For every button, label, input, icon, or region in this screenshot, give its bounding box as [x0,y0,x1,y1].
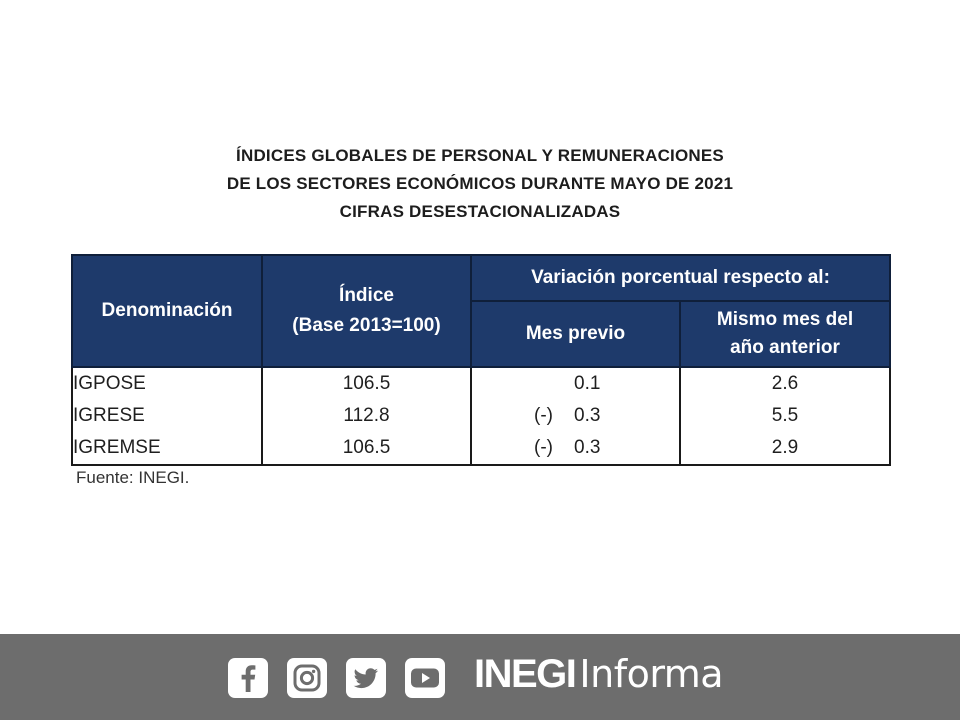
cell-denominacion: IGREMSE [71,432,263,466]
report-title: ÍNDICES GLOBALES DE PERSONAL Y REMUNERAC… [0,142,960,226]
cell-anual: 2.6 [678,367,892,400]
cell-mes-previo: 0.1 [470,367,681,400]
table-row: IGPOSE 106.5 0.1 2.6 [71,367,892,400]
title-line-3: CIFRAS DESESTACIONALIZADAS [339,202,621,221]
cell-denominacion: IGPOSE [71,367,263,400]
cell-denominacion: IGRESE [71,400,263,432]
source-note: Fuente: INEGI. [76,468,190,487]
mes-previo-value: 0.3 [574,405,601,426]
header-indice: Índice (Base 2013=100) [261,254,472,368]
cell-indice: 106.5 [261,367,472,400]
title-line-2: DE LOS SECTORES ECONÓMICOS DURANTE MAYO … [226,174,734,193]
table-row: IGREMSE 106.5 (-) 0.3 2.9 [71,432,892,466]
table-row: IGRESE 112.8 (-) 0.3 5.5 [71,400,892,432]
indices-table-container: Denominación Índice (Base 2013=100) Vari… [71,254,892,466]
header-indice-label: Índice [339,285,394,306]
header-mes-previo: Mes previo [470,300,681,368]
cell-mes-previo: (-) 0.3 [470,400,681,432]
brand-bold-text: INEGI [474,652,577,696]
cell-anual: 2.9 [678,432,892,466]
twitter-icon[interactable] [346,658,386,698]
negative-sign: (-) [534,405,553,426]
facebook-icon[interactable] [228,658,268,698]
header-mismo-mes: Mismo mes del año anterior [678,300,892,368]
cell-indice: 106.5 [261,432,472,466]
instagram-icon[interactable] [287,658,327,698]
mes-previo-value: 0.1 [574,373,601,394]
cell-mes-previo: (-) 0.3 [470,432,681,466]
brand-light-text: Informa [579,652,724,696]
header-indice-base: (Base 2013=100) [292,315,441,336]
header-variacion: Variación porcentual respecto al: [469,254,892,302]
header-mismo-mes-line1: Mismo mes del [716,309,854,330]
indices-table: Denominación Índice (Base 2013=100) Vari… [71,254,892,466]
negative-sign: (-) [534,437,553,458]
footer-bar: INEGI Informa [0,634,960,720]
inegi-informa-logo: INEGI Informa [474,652,724,702]
header-mismo-mes-line2: año anterior [730,337,840,358]
header-denominacion: Denominación [71,254,263,368]
mes-previo-value: 0.3 [574,437,601,458]
youtube-icon[interactable] [405,658,445,698]
cell-indice: 112.8 [261,400,472,432]
cell-anual: 5.5 [678,400,892,432]
title-line-1: ÍNDICES GLOBALES DE PERSONAL Y REMUNERAC… [236,146,724,165]
